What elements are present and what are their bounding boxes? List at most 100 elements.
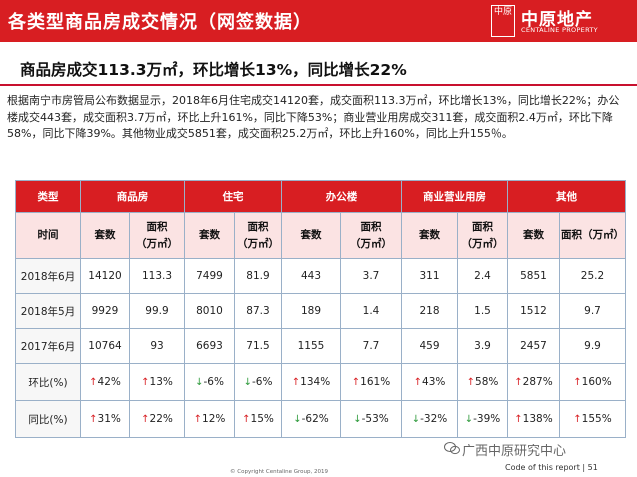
arrow-up-icon: ↑ [89, 414, 98, 425]
table-cell: 5851 [507, 258, 560, 294]
table-cell: 87.3 [234, 293, 282, 329]
watermark-text: 广西中原研究中心 [462, 444, 567, 459]
arrow-up-icon: ↑ [291, 377, 301, 388]
percent-value: 155% [581, 413, 612, 425]
arrow-up-icon: ↑ [573, 377, 582, 388]
percent-cell: ↑161% [340, 363, 402, 401]
percent-cell: ↓-32% [401, 400, 458, 438]
transaction-table: 类型 商品房 住宅 办公楼 商业营业用房 其他 时间 套数 面积 （万㎡） 套数 面积 … [15, 180, 626, 438]
arrow-up-icon: ↑ [466, 377, 476, 388]
table-cell: 1.5 [457, 293, 508, 329]
table-cell: 71.5 [234, 328, 282, 364]
sub-header-row: 时间 套数 面积 （万㎡） 套数 面积 （万㎡） 套数 面积 （万㎡） 套数 面积 （万㎡） 套数… [15, 212, 626, 259]
arrow-down-icon: ↓ [353, 414, 362, 425]
percent-value: 22% [149, 413, 173, 425]
percent-cell: ↑13% [129, 363, 185, 401]
table-cell: 9.9 [559, 328, 626, 364]
table-cell: 2457 [507, 328, 560, 364]
sub-header-cell: 时间 [15, 212, 81, 259]
table-cell: 2.4 [457, 258, 508, 294]
percent-cell: ↑58% [457, 363, 508, 401]
percent-value: 12% [202, 413, 226, 425]
table-cell: 3.9 [457, 328, 508, 364]
sub-header-cell: 套数 [281, 212, 341, 259]
percent-cell: ↑160% [559, 363, 626, 401]
table-cell: 113.3 [129, 258, 185, 294]
group-header-type: 类型 [15, 180, 81, 213]
arrow-up-icon: ↑ [89, 377, 98, 388]
percent-value: 134% [300, 376, 331, 388]
table-cell: 8010 [184, 293, 235, 329]
wechat-icon [444, 442, 460, 455]
table-cell: 10764 [80, 328, 130, 364]
arrow-up-icon: ↑ [141, 377, 150, 388]
headline-divider [0, 84, 637, 86]
sub-header-cell: 面积 （万㎡） [457, 212, 508, 259]
arrow-up-icon: ↑ [242, 414, 251, 425]
arrow-down-icon: ↓ [411, 414, 421, 425]
group-header-row: 类型 商品房 住宅 办公楼 商业营业用房 其他 [15, 180, 626, 213]
table-cell: 1.4 [340, 293, 402, 329]
percent-cell: ↑42% [80, 363, 130, 401]
table-cell: 6693 [184, 328, 235, 364]
group-header-retail: 商业营业用房 [401, 180, 508, 213]
percent-value: -6% [203, 376, 224, 388]
table-cell: 218 [401, 293, 458, 329]
percent-value: 42% [97, 376, 121, 388]
arrow-down-icon: ↓ [243, 377, 252, 388]
logo-seal-icon: 中原 [491, 5, 515, 37]
table-cell: 9.7 [559, 293, 626, 329]
table-cell: 1512 [507, 293, 560, 329]
table-cell: 189 [281, 293, 341, 329]
percent-cell: ↑15% [234, 400, 282, 438]
percent-value: -39% [473, 413, 501, 425]
arrow-up-icon: ↑ [514, 377, 523, 388]
percent-value: 138% [522, 413, 553, 425]
percent-value: 43% [422, 376, 446, 388]
percent-value: -6% [251, 376, 273, 388]
table-cell: 7.7 [340, 328, 402, 364]
arrow-up-icon: ↑ [141, 414, 150, 425]
group-header-other: 其他 [507, 180, 626, 213]
sub-header-cell: 面积 （万㎡） [340, 212, 402, 259]
table-cell: 443 [281, 258, 341, 294]
arrow-up-icon: ↑ [351, 377, 361, 388]
percent-value: 287% [522, 376, 553, 388]
percent-row: 同比(%) ↑31% ↑22% ↑12% ↑15% ↓-62% ↓-53% ↓-32% ↓-39… [15, 400, 626, 438]
sub-header-cell: 套数 [507, 212, 560, 259]
percent-cell: ↑31% [80, 400, 130, 438]
arrow-down-icon: ↓ [464, 414, 474, 425]
percent-cell: ↓-6% [184, 363, 235, 401]
report-code: Code of this report | 51 [505, 463, 598, 472]
group-header-residential: 住宅 [184, 180, 282, 213]
sub-header-cell: 面积（万㎡） [559, 212, 626, 259]
arrow-up-icon: ↑ [573, 414, 582, 425]
table-cell: 9929 [80, 293, 130, 329]
headline: 商品房成交113.3万㎡，环比增长13%，同比增长22% [20, 61, 407, 79]
percent-cell: ↑134% [281, 363, 341, 401]
arrow-up-icon: ↑ [413, 377, 423, 388]
arrow-up-icon: ↑ [514, 414, 523, 425]
percent-value: 15% [250, 413, 274, 425]
percent-value: 160% [581, 376, 612, 388]
table-cell: 459 [401, 328, 458, 364]
arrow-up-icon: ↑ [193, 414, 203, 425]
sub-header-cell: 套数 [184, 212, 235, 259]
summary-paragraph: 根据南宁市房管局公布数据显示，2018年6月住宅成交14120套，成交面积113… [7, 94, 620, 140]
page-title: 各类型商品房成交情况（网签数据） [8, 12, 312, 33]
percent-value: -53% [361, 413, 389, 425]
percent-value: 58% [475, 376, 499, 388]
table-cell: 99.9 [129, 293, 185, 329]
group-header-commercial-housing: 商品房 [80, 180, 185, 213]
table-row: 2018年6月 14120 113.3 7499 81.9 443 3.7 311 2.4 585… [15, 258, 626, 294]
percent-cell: ↑22% [129, 400, 185, 438]
percent-row: 环比(%) ↑42% ↑13% ↓-6% ↓-6% ↑134% ↑161% ↑43% ↑58% ↑… [15, 363, 626, 401]
sub-header-cell: 套数 [401, 212, 458, 259]
percent-value: -62% [301, 413, 329, 425]
group-header-office: 办公楼 [281, 180, 402, 213]
percent-cell: ↑43% [401, 363, 458, 401]
percent-value: 161% [360, 376, 391, 388]
table-row: 2018年5月 9929 99.9 8010 87.3 189 1.4 218 1.5 1512 9… [15, 293, 626, 329]
percent-value: 31% [97, 413, 121, 425]
sub-header-cell: 面积 （万㎡） [129, 212, 185, 259]
